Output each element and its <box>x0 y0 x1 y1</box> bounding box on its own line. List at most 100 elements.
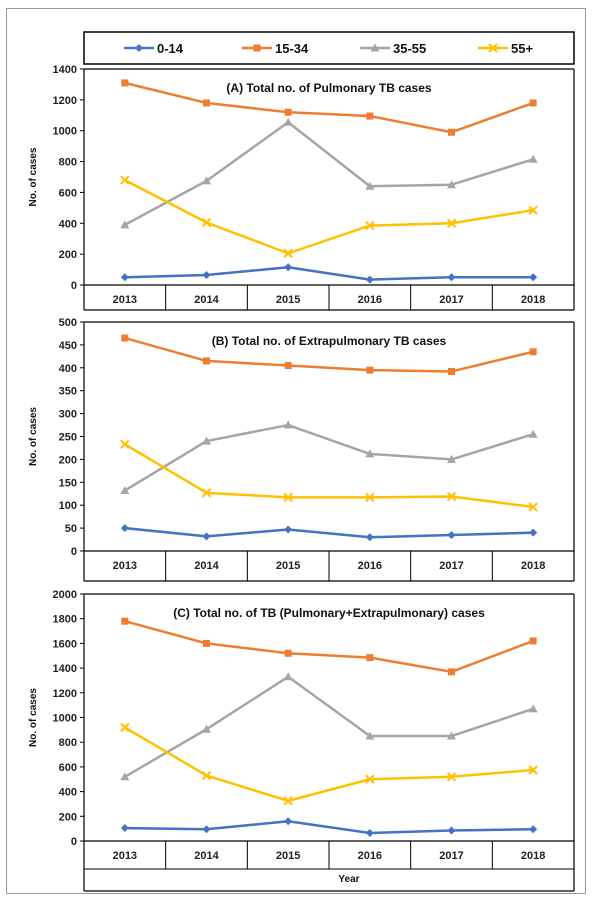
x-axis-label: Year <box>338 874 359 885</box>
data-point <box>120 824 129 833</box>
data-point <box>201 217 212 228</box>
y-tick-label: 100 <box>59 500 77 512</box>
y-tick-label: 1800 <box>53 614 77 626</box>
data-point <box>366 654 374 662</box>
data-point <box>529 99 537 107</box>
y-tick-label: 200 <box>59 454 77 466</box>
data-point <box>120 772 130 781</box>
x-tick-label: 2013 <box>113 294 137 306</box>
data-point <box>448 668 455 676</box>
data-point <box>448 367 455 375</box>
data-point <box>202 724 211 733</box>
x-tick-label: 2018 <box>521 850 545 862</box>
data-point <box>365 774 375 784</box>
series-line <box>124 266 534 281</box>
data-point <box>366 366 374 374</box>
data-point <box>529 528 538 537</box>
x-tick-label: 2017 <box>439 850 463 862</box>
data-point <box>529 273 538 282</box>
data-point <box>528 429 538 438</box>
y-tick-label: 200 <box>59 249 77 261</box>
data-point <box>528 154 538 163</box>
y-tick-label: 1000 <box>53 126 77 138</box>
y-tick-label: 1400 <box>53 663 77 675</box>
legend-marker <box>488 43 498 53</box>
series-line <box>124 526 534 539</box>
x-tick-label: 2014 <box>194 560 219 572</box>
x-tick-label: 2013 <box>113 850 137 862</box>
data-point <box>447 826 456 835</box>
data-point <box>203 99 210 107</box>
data-point <box>447 731 456 740</box>
data-point <box>284 263 293 272</box>
x-tick-label: 2016 <box>358 294 382 306</box>
data-point <box>365 731 375 740</box>
data-point <box>365 533 374 542</box>
data-point <box>448 128 455 136</box>
data-point <box>202 436 211 445</box>
legend-label: 35-55 <box>393 41 426 56</box>
y-tick-label: 50 <box>65 523 77 535</box>
x-tick-label: 2017 <box>439 294 463 306</box>
data-point <box>203 357 210 365</box>
series-0 <box>120 263 538 284</box>
data-point <box>202 532 211 541</box>
chart-title: (A) Total no. of Pulmonary TB cases <box>226 81 431 95</box>
data-point <box>365 828 374 837</box>
x-tick-label: 2018 <box>521 294 545 306</box>
chart-panel-2: 0 50 100 150 200 250 300 350 400 450 500 2013 2014 20… <box>28 317 575 582</box>
data-point <box>446 218 457 228</box>
series-0 <box>120 524 538 542</box>
series-line <box>124 81 534 134</box>
data-point <box>120 722 130 733</box>
data-point <box>202 176 211 185</box>
y-axis-label: No. of cases <box>28 688 39 747</box>
y-axis-label: No. of cases <box>28 407 39 466</box>
y-tick-label: 450 <box>59 340 77 352</box>
legend-marker <box>135 44 143 52</box>
y-tick-label: 150 <box>59 477 77 489</box>
data-point <box>529 825 538 834</box>
y-tick-label: 800 <box>59 157 77 169</box>
data-point <box>528 765 538 775</box>
chart-title: (B) Total no. of Extrapulmonary TB cases <box>212 334 447 348</box>
x-tick-label: 2015 <box>276 294 300 306</box>
x-tick-label: 2018 <box>521 560 545 572</box>
data-point <box>365 220 375 231</box>
data-point <box>201 488 212 498</box>
figure-frame <box>6 8 586 894</box>
data-point <box>284 817 293 826</box>
x-tick-label: 2014 <box>194 850 219 862</box>
legend: 0-14 15-34 35-55 55+ <box>83 31 575 65</box>
data-point <box>528 704 538 713</box>
y-axis-label: No. of cases <box>28 147 39 206</box>
y-tick-label: 250 <box>59 432 77 444</box>
y-tick-label: 200 <box>59 811 77 823</box>
data-point <box>203 639 210 647</box>
series-3 <box>120 439 538 512</box>
y-tick-label: 300 <box>59 409 77 421</box>
series-2 <box>120 117 538 229</box>
y-tick-label: 2000 <box>53 589 77 601</box>
x-tick-label: 2013 <box>113 560 137 572</box>
series-line <box>124 443 534 509</box>
data-point <box>447 180 456 189</box>
y-tick-label: 600 <box>59 762 77 774</box>
x-tick-label: 2017 <box>439 560 463 572</box>
series-line <box>124 178 534 255</box>
series-line <box>124 675 534 778</box>
y-tick-label: 500 <box>59 317 77 329</box>
legend-marker <box>370 43 380 52</box>
data-point <box>283 672 293 681</box>
data-point <box>529 348 537 356</box>
data-point <box>283 420 293 429</box>
data-point <box>284 362 292 370</box>
data-point <box>447 273 456 282</box>
y-tick-label: 400 <box>59 787 77 799</box>
x-tick-label: 2015 <box>276 560 300 572</box>
y-tick-label: 600 <box>59 187 77 199</box>
data-point <box>202 270 211 279</box>
series-line <box>124 336 534 373</box>
data-point <box>365 492 375 503</box>
